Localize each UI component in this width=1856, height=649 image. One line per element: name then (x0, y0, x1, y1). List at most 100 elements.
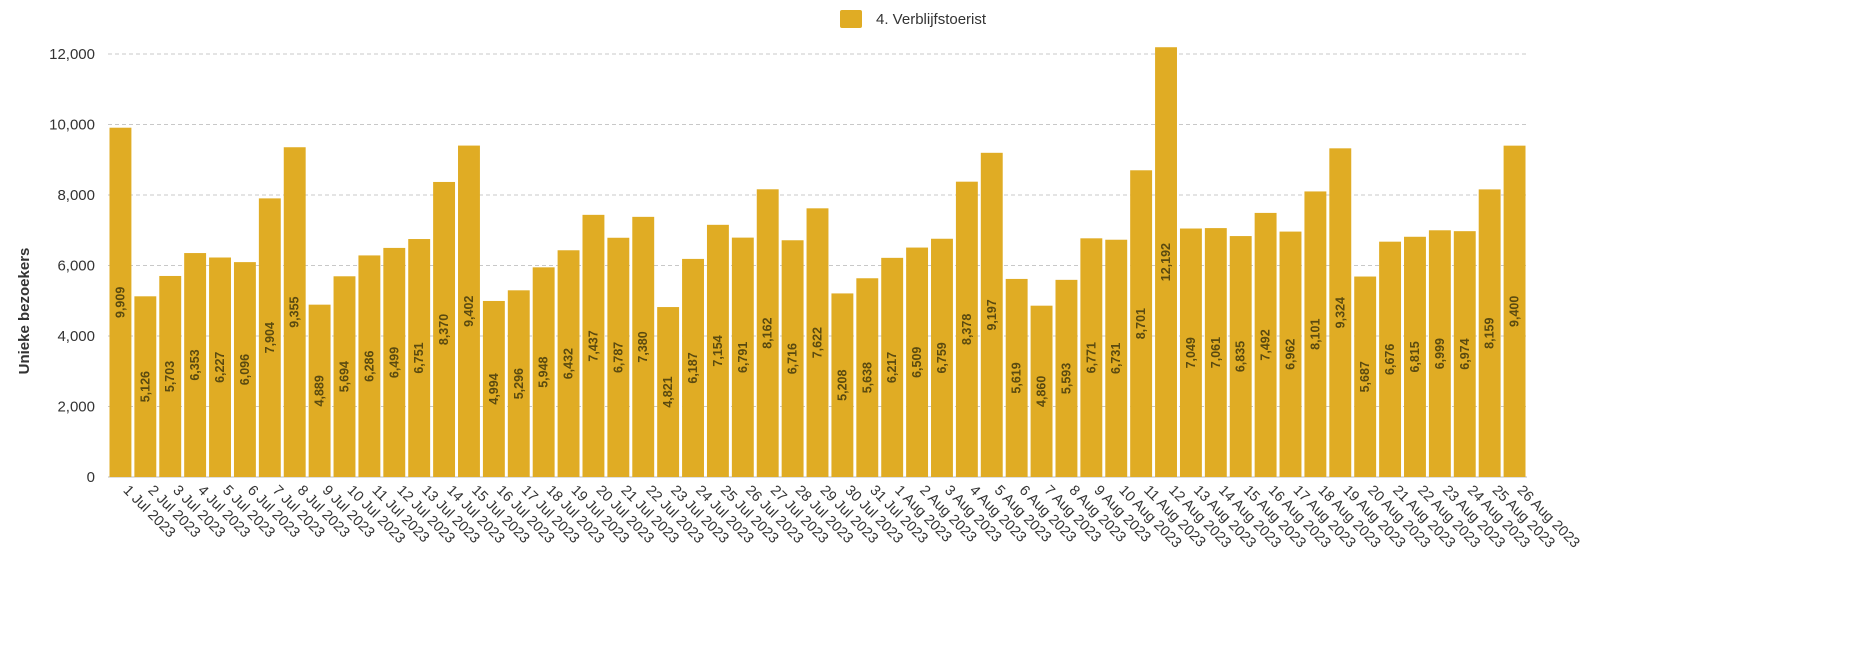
bar[interactable] (308, 304, 331, 477)
data-label: 5,694 (338, 361, 352, 392)
y-tick-label: 12,000 (49, 46, 95, 63)
bar[interactable] (706, 224, 729, 477)
bar[interactable] (507, 290, 530, 477)
bar[interactable] (358, 255, 381, 477)
data-label: 4,889 (313, 375, 327, 406)
bar[interactable] (731, 237, 754, 477)
bar[interactable] (906, 247, 929, 477)
data-label: 9,355 (288, 296, 302, 327)
data-label: 7,380 (636, 331, 650, 362)
bar[interactable] (1130, 170, 1153, 478)
bar[interactable] (1478, 189, 1501, 477)
y-tick-label: 2,000 (57, 399, 95, 416)
bar[interactable] (1105, 239, 1128, 477)
data-label: 7,049 (1184, 337, 1198, 368)
data-label: 12,192 (1159, 243, 1173, 281)
bar[interactable] (408, 239, 431, 477)
data-label: 5,638 (860, 362, 874, 393)
bar[interactable] (1055, 279, 1078, 477)
bar[interactable] (458, 145, 480, 477)
bar[interactable] (1503, 145, 1526, 477)
bar[interactable] (1254, 212, 1277, 478)
bar[interactable] (806, 208, 829, 477)
data-label: 6,815 (1408, 341, 1422, 372)
bar[interactable] (1155, 47, 1177, 478)
bar[interactable] (632, 216, 655, 478)
y-tick-label: 8,000 (57, 187, 95, 204)
bar[interactable] (881, 257, 904, 477)
bar[interactable] (682, 258, 704, 477)
data-label: 9,909 (113, 287, 127, 318)
bar[interactable] (482, 300, 505, 477)
bars (109, 47, 1526, 478)
bar[interactable] (1428, 230, 1451, 477)
bar[interactable] (1329, 148, 1352, 478)
data-label: 7,904 (263, 322, 277, 353)
bar[interactable] (756, 189, 779, 478)
bar[interactable] (607, 237, 630, 477)
data-label: 4,860 (1035, 376, 1049, 407)
bar[interactable] (1005, 278, 1028, 477)
data-label: 9,400 (1508, 296, 1522, 327)
bar[interactable] (283, 147, 306, 477)
data-labels: 9,909 5,126 5,703 6,353 6,227 6,096 7,904 9,355… (113, 243, 1521, 408)
data-label: 7,061 (1209, 337, 1223, 368)
data-label: 5,687 (1358, 361, 1372, 392)
bar[interactable] (1379, 241, 1402, 477)
data-label: 5,126 (138, 371, 152, 402)
bar[interactable] (831, 293, 854, 477)
data-label: 6,353 (188, 349, 202, 380)
bar[interactable] (433, 181, 456, 477)
bar[interactable] (781, 240, 804, 477)
bar[interactable] (532, 267, 555, 477)
bar[interactable] (955, 181, 978, 477)
bar[interactable] (134, 296, 157, 477)
data-label: 5,619 (1010, 362, 1024, 393)
bar[interactable] (209, 257, 231, 477)
bar[interactable] (582, 214, 605, 477)
data-label: 9,324 (1333, 297, 1347, 328)
data-label: 6,731 (1109, 343, 1123, 374)
data-label: 9,402 (462, 296, 476, 327)
data-label: 6,751 (412, 342, 426, 373)
bar[interactable] (1404, 236, 1426, 477)
bar[interactable] (258, 198, 281, 477)
data-label: 6,771 (1084, 342, 1098, 373)
data-label: 7,437 (586, 330, 600, 361)
bar[interactable] (1229, 236, 1252, 477)
data-label: 4,994 (487, 373, 501, 404)
y-tick-label: 10,000 (49, 117, 95, 134)
bar[interactable] (1204, 228, 1227, 477)
bar[interactable] (333, 276, 356, 477)
legend[interactable]: 4. Verblijfstoerist (840, 10, 987, 28)
bar[interactable] (657, 307, 680, 477)
bar[interactable] (980, 152, 1003, 477)
data-label: 6,716 (786, 343, 800, 374)
data-label: 5,948 (537, 356, 551, 387)
bar[interactable] (109, 127, 132, 477)
bar[interactable] (1453, 231, 1476, 477)
bar[interactable] (383, 247, 406, 477)
bar[interactable] (1080, 238, 1103, 477)
data-label: 5,593 (1059, 363, 1073, 394)
bar[interactable] (1279, 231, 1302, 477)
data-label: 5,296 (512, 368, 526, 399)
bar[interactable] (856, 278, 879, 477)
data-label: 8,378 (960, 314, 974, 345)
bar[interactable] (1304, 191, 1327, 477)
bar[interactable] (1354, 276, 1377, 477)
bar[interactable] (1030, 305, 1053, 477)
data-label: 6,999 (1433, 338, 1447, 369)
y-tick-label: 0 (87, 469, 95, 486)
bar[interactable] (557, 250, 580, 477)
bar[interactable] (184, 253, 207, 477)
data-label: 6,286 (362, 351, 376, 382)
bar[interactable] (931, 238, 953, 477)
bar[interactable] (1179, 228, 1202, 477)
y-axis-title: Unieke bezoekers (16, 248, 33, 375)
data-label: 6,217 (885, 352, 899, 383)
bar[interactable] (233, 262, 256, 477)
bar[interactable] (159, 275, 182, 477)
